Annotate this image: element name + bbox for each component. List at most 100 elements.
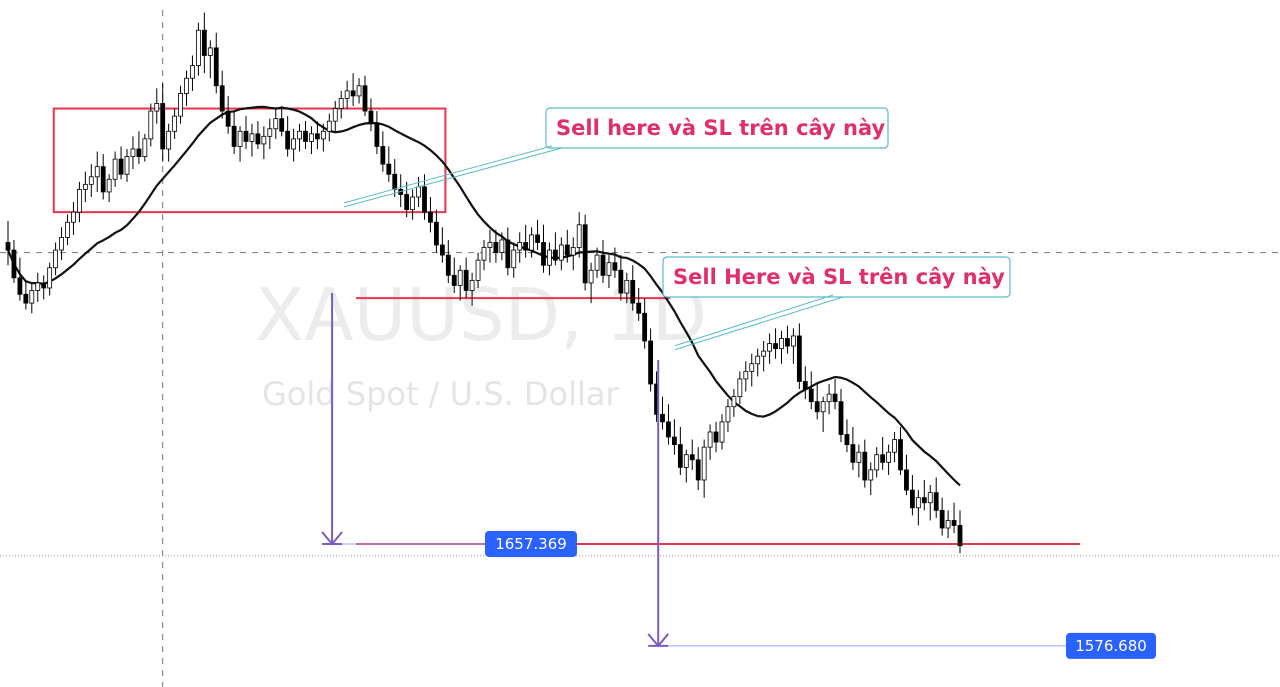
candle[interactable] xyxy=(243,116,249,149)
candle[interactable] xyxy=(898,426,903,475)
candle[interactable] xyxy=(481,239,487,271)
candle[interactable] xyxy=(314,121,320,149)
candle[interactable] xyxy=(725,399,731,432)
candle[interactable] xyxy=(773,328,778,359)
candle[interactable] xyxy=(17,257,23,301)
candle[interactable] xyxy=(100,154,106,200)
candle[interactable] xyxy=(338,90,344,119)
candle[interactable] xyxy=(582,214,588,291)
candle[interactable] xyxy=(386,146,392,182)
candle[interactable] xyxy=(826,383,832,415)
candle[interactable] xyxy=(832,378,838,410)
moving-average-line[interactable] xyxy=(6,105,961,487)
candle[interactable] xyxy=(309,126,314,155)
candle[interactable] xyxy=(701,439,707,498)
candle[interactable] xyxy=(910,474,915,516)
candle[interactable] xyxy=(933,477,939,518)
candle[interactable] xyxy=(368,98,374,132)
candle[interactable] xyxy=(35,272,41,302)
candle[interactable] xyxy=(457,265,463,301)
candle[interactable] xyxy=(5,220,11,266)
candle[interactable] xyxy=(683,449,689,483)
candle[interactable] xyxy=(856,444,862,478)
callout-1[interactable]: Sell here và SL trên cây này xyxy=(545,107,889,149)
candle[interactable] xyxy=(892,431,897,463)
candle[interactable] xyxy=(82,171,88,203)
candle[interactable] xyxy=(761,341,767,372)
callout-box[interactable] xyxy=(545,107,889,149)
candle[interactable] xyxy=(142,133,148,162)
candle[interactable] xyxy=(451,257,457,294)
candle[interactable] xyxy=(600,239,606,283)
candle[interactable] xyxy=(71,202,76,235)
candle[interactable] xyxy=(558,237,564,271)
candle[interactable] xyxy=(439,227,445,263)
candle[interactable] xyxy=(261,126,267,160)
candle[interactable] xyxy=(564,229,570,263)
measure-arrows[interactable] xyxy=(321,293,1066,648)
candle[interactable] xyxy=(172,108,178,139)
candle[interactable] xyxy=(517,232,523,263)
candle[interactable] xyxy=(874,447,880,478)
candle[interactable] xyxy=(945,510,951,539)
candle[interactable] xyxy=(749,353,755,387)
candle[interactable] xyxy=(225,95,231,134)
candle[interactable] xyxy=(255,121,261,149)
candle[interactable] xyxy=(178,85,183,124)
candle[interactable] xyxy=(695,447,701,491)
candle[interactable] xyxy=(94,151,100,192)
candle[interactable] xyxy=(547,242,552,276)
candle[interactable] xyxy=(802,366,808,400)
candle[interactable] xyxy=(59,227,64,261)
candle[interactable] xyxy=(130,136,136,170)
candle[interactable] xyxy=(838,389,844,443)
candle[interactable] xyxy=(505,227,511,276)
candle[interactable] xyxy=(41,275,47,300)
candle[interactable] xyxy=(731,389,737,417)
candle[interactable] xyxy=(29,282,35,314)
candle[interactable] xyxy=(862,439,868,488)
candle[interactable] xyxy=(499,232,505,261)
candle[interactable] xyxy=(755,348,761,377)
candle[interactable] xyxy=(303,121,308,149)
candle[interactable] xyxy=(850,426,856,470)
candle[interactable] xyxy=(23,280,29,310)
candle[interactable] xyxy=(428,196,433,233)
candle[interactable] xyxy=(648,328,653,392)
candle[interactable] xyxy=(445,239,451,283)
candle[interactable] xyxy=(624,272,630,304)
candle[interactable] xyxy=(844,419,850,453)
candle[interactable] xyxy=(820,396,826,432)
candle[interactable] xyxy=(737,371,743,405)
candle[interactable] xyxy=(886,444,891,475)
candle[interactable] xyxy=(713,421,719,453)
candle[interactable] xyxy=(112,151,118,187)
candle[interactable] xyxy=(88,164,94,197)
candle[interactable] xyxy=(213,32,219,94)
candle[interactable] xyxy=(148,103,154,147)
candle[interactable] xyxy=(921,480,927,511)
candle[interactable] xyxy=(636,287,642,321)
candle[interactable] xyxy=(65,214,70,246)
candle[interactable] xyxy=(487,229,493,263)
callouts[interactable]: Sell here và SL trên cây này Sell Here v… xyxy=(343,107,1011,351)
candle[interactable] xyxy=(237,126,243,162)
candle[interactable] xyxy=(166,123,172,162)
callout-box[interactable] xyxy=(662,256,1011,298)
candle[interactable] xyxy=(297,123,302,152)
candle[interactable] xyxy=(279,106,285,137)
candle[interactable] xyxy=(231,111,237,155)
candle[interactable] xyxy=(951,502,957,534)
candle[interactable] xyxy=(433,209,439,253)
candle[interactable] xyxy=(404,181,410,218)
candle[interactable] xyxy=(469,272,475,306)
measure-arrow[interactable] xyxy=(647,359,1066,648)
candle[interactable] xyxy=(160,83,166,162)
candle[interactable] xyxy=(374,111,380,155)
candle[interactable] xyxy=(785,325,790,354)
candle[interactable] xyxy=(743,361,749,392)
candle[interactable] xyxy=(195,22,201,76)
candle[interactable] xyxy=(541,224,546,273)
candle[interactable] xyxy=(689,439,695,470)
